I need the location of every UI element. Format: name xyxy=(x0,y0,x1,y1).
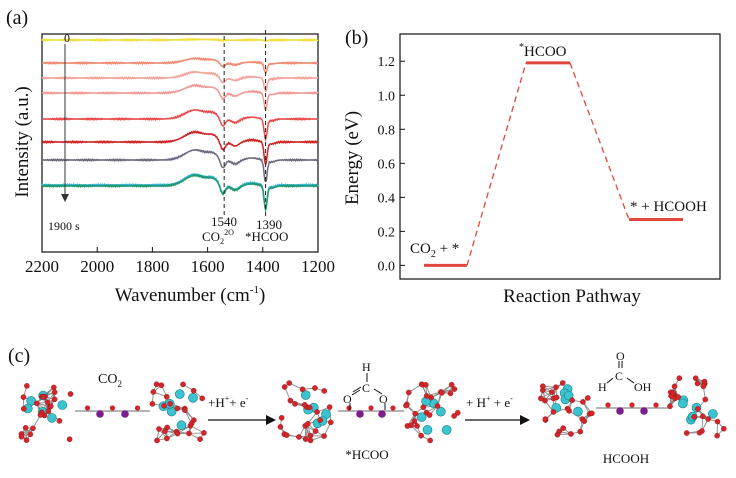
panel-a-spectra xyxy=(41,37,319,213)
hcoo-h-atom: H xyxy=(362,360,371,374)
cluster-1b xyxy=(149,381,207,444)
state-co2-label: CO2 + * xyxy=(410,241,459,260)
energy-connector-1 xyxy=(466,62,527,266)
b-y-tick-label: 0.6 xyxy=(378,157,396,172)
spectrum-9 xyxy=(41,173,319,213)
b-y-tick-label: 0.0 xyxy=(378,259,396,274)
hcoo-c-atom: C xyxy=(362,381,370,395)
spectrum-3 xyxy=(41,70,319,93)
b-y-tick-label: 0.8 xyxy=(378,123,396,138)
hcoo-o-atom-right: O xyxy=(379,392,388,406)
cluster-2a xyxy=(277,380,334,444)
step1-label: +H++ e- xyxy=(208,394,249,410)
panel-c-structures xyxy=(18,375,727,444)
spectrum-1 xyxy=(41,37,319,43)
b-y-tick-label: 1.2 xyxy=(378,55,396,70)
c-hcooh-label: HCOOH xyxy=(603,451,649,466)
annotation-1390: 1390 xyxy=(256,217,282,232)
annotation-hcoo: *HCOO xyxy=(245,229,288,244)
b-y-tick-label: 0.2 xyxy=(378,225,396,240)
hcoo-adsorbate xyxy=(349,373,386,410)
hcooh-c-atom: C xyxy=(615,369,623,383)
panel-b-y-ticks: 0.0 0.2 0.4 0.6 0.8 1.0 1.2 xyxy=(378,55,405,274)
state-hcooh-label: * + HCOOH xyxy=(630,199,707,215)
cluster-3b xyxy=(667,375,727,439)
a-x-tick-label: 1600 xyxy=(191,257,225,276)
a-x-tick-label: 1400 xyxy=(246,257,280,276)
spectrum-4 xyxy=(41,83,319,112)
spectrum-6 xyxy=(41,130,319,166)
panel-b-frame xyxy=(399,33,721,280)
state-hcoo-label: *HCOO xyxy=(519,42,567,60)
b-y-tick-label: 0.4 xyxy=(378,191,396,206)
panel-b-xlabel: Reaction Pathway xyxy=(503,286,641,307)
a-x-tick-label: 2200 xyxy=(25,257,59,276)
time-start-label: 0 xyxy=(64,31,70,45)
c-co2-label: CO2 xyxy=(98,372,122,389)
spectrum-7 xyxy=(41,148,319,183)
c-hcoo-label: *HCOO xyxy=(345,447,388,462)
step2-label: + H+ + e- xyxy=(466,394,513,410)
panel-b-label: (b) xyxy=(345,27,368,49)
hcoo-o-atom-left: O xyxy=(343,392,352,406)
b-y-tick-label: 1.0 xyxy=(378,89,396,104)
annotation-1540: 1540 xyxy=(211,214,237,229)
spectrum-5 xyxy=(41,109,319,143)
step2-arrow-head xyxy=(520,415,530,425)
a-x-tick-label: 1800 xyxy=(135,257,169,276)
panel-b-energy-path xyxy=(424,61,683,267)
hcooh-oh-group: OH xyxy=(634,380,652,394)
linker-1 xyxy=(75,405,150,418)
panel-a-ylabel: Intensity (a.u.) xyxy=(12,86,33,197)
panel-a-label: (a) xyxy=(6,7,28,29)
a-x-tick-label: 1200 xyxy=(301,257,335,276)
cluster-2b xyxy=(403,381,461,444)
energy-connector-2 xyxy=(569,62,630,220)
panel-c-label: (c) xyxy=(8,345,30,367)
panel-b-ylabel: Energy (eV) xyxy=(342,111,363,205)
panel-a-x-ticks: 2200 2000 1800 1600 1400 1200 xyxy=(25,247,335,276)
annotation-co2: CO22O xyxy=(202,228,234,246)
linker-3 xyxy=(596,402,668,415)
cluster-3a xyxy=(538,380,595,438)
cluster-1a xyxy=(18,383,74,443)
spectrum-2 xyxy=(41,56,319,75)
time-arrow-head xyxy=(61,194,69,202)
hcooh-o-atom: O xyxy=(616,349,625,363)
hcooh-h-atom: H xyxy=(598,380,607,394)
panel-a-xlabel: Wavenumber (cm-1) xyxy=(115,284,266,306)
time-end-label: 1900 s xyxy=(48,219,80,233)
linker-2 xyxy=(338,405,404,418)
spectrum-8 xyxy=(41,172,319,211)
step1-arrow-head xyxy=(266,415,276,425)
hcooh-molecule xyxy=(606,361,635,384)
a-x-tick-label: 2000 xyxy=(80,257,114,276)
